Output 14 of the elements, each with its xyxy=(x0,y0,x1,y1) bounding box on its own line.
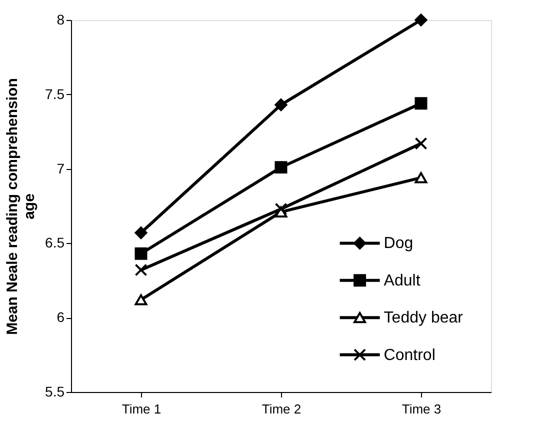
legend-label: Control xyxy=(384,346,436,364)
x-tick-label: Time 3 xyxy=(402,402,442,416)
y-tick-label: 7.5 xyxy=(45,86,65,102)
legend-label: Teddy bear xyxy=(384,310,464,327)
x-tick-label: Time 1 xyxy=(122,402,162,416)
y-tick-label: 6.5 xyxy=(45,234,65,251)
y-tick-label: 8 xyxy=(56,12,65,28)
y-tick-label: 6 xyxy=(56,309,65,326)
y-tick-label: 7 xyxy=(56,160,65,176)
x-tick-label: Time 2 xyxy=(262,402,302,416)
y-axis-title: Mean Neale reading comprehension age xyxy=(4,78,38,335)
legend-label: Dog xyxy=(384,235,414,252)
y-tick-label: 5.5 xyxy=(45,384,65,400)
legend-label: Adult xyxy=(384,272,421,290)
